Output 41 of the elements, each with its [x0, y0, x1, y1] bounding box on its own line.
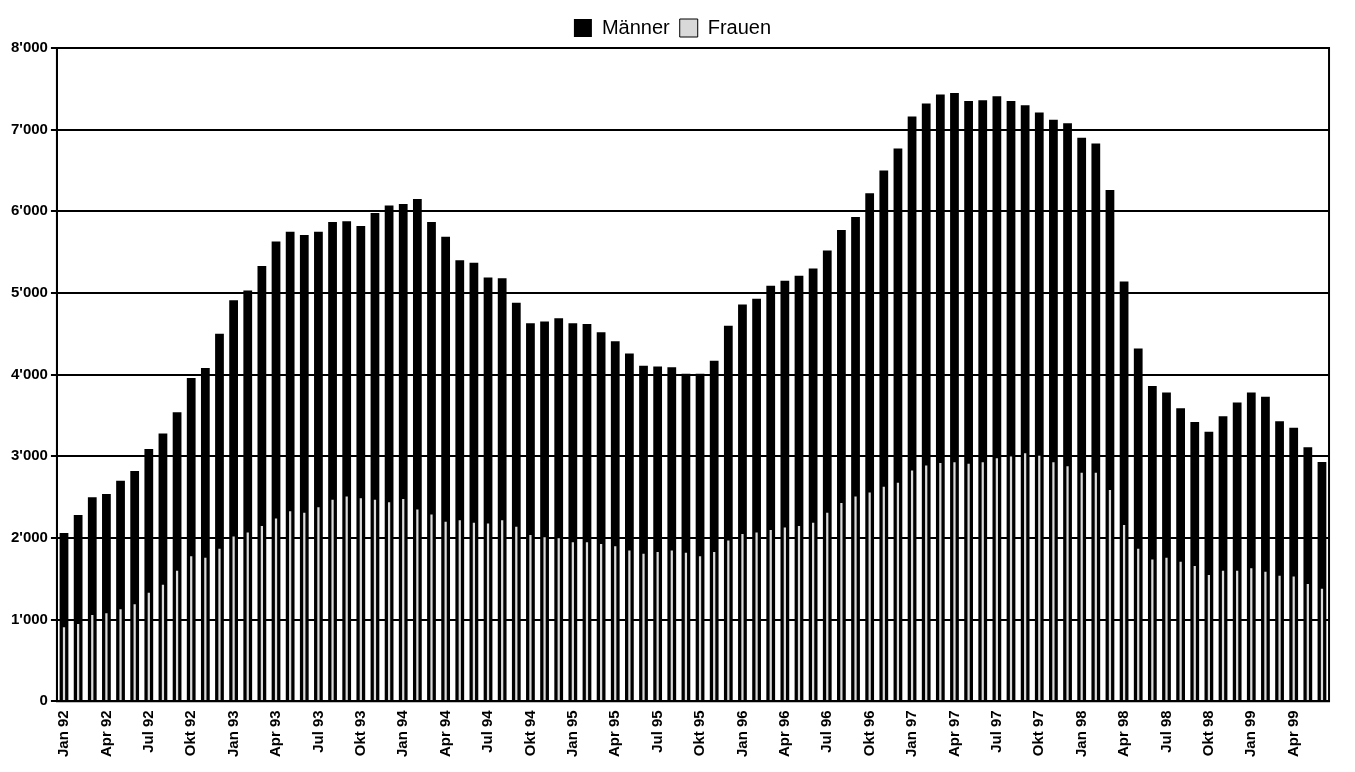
x-tick-label: Apr 94 [435, 709, 453, 757]
x-tick-label: Jan 96 [732, 710, 750, 757]
x-tick-label: Okt 95 [690, 710, 708, 757]
x-tick-label: Jul 92 [138, 710, 156, 753]
x-tick-label: Jul 96 [817, 710, 835, 753]
y-tick-label: 5'000 [11, 283, 48, 301]
x-tick-label: Apr 98 [1114, 710, 1132, 757]
x-tick-label: Apr 97 [944, 710, 962, 757]
x-tick-label: Okt 94 [520, 709, 538, 757]
x-tick-label: Okt 98 [1199, 710, 1217, 757]
x-tick-label: Jul 93 [308, 710, 326, 753]
x-tick-label: Jan 94 [393, 709, 411, 757]
x-tick-label: Jul 95 [647, 710, 665, 753]
x-tick-label: Okt 96 [859, 710, 877, 757]
x-tick-label: Jan 99 [1241, 710, 1259, 757]
x-tick-label: Jan 95 [562, 710, 580, 757]
y-tick-label: 0 [39, 691, 48, 709]
legend-label: Frauen [707, 15, 772, 38]
x-tick-label: Apr 92 [96, 710, 114, 757]
x-tick-label: Okt 92 [181, 710, 199, 757]
y-tick-label: 6'000 [11, 201, 48, 219]
x-tick-label: Jan 93 [223, 710, 241, 757]
x-tick-label: Jul 94 [478, 709, 496, 753]
x-tick-label: Apr 96 [775, 710, 792, 757]
x-tick-label: Okt 93 [350, 710, 368, 757]
x-tick-label: Okt 97 [1029, 710, 1047, 757]
x-tick-label: Apr 99 [1283, 710, 1301, 757]
x-tick-label: Jan 97 [902, 710, 920, 757]
y-tick-label: 7'000 [11, 119, 48, 137]
x-tick-label: Apr 93 [266, 710, 284, 757]
x-tick-label: Jul 97 [987, 710, 1005, 753]
y-tick-label: 2'000 [11, 528, 48, 546]
y-tick-label: 8'000 [11, 38, 48, 56]
y-tick-label: 3'000 [11, 446, 48, 464]
x-tick-label: Jul 98 [1156, 710, 1174, 753]
legend-label: Männer [601, 15, 671, 38]
x-tick-label: Jan 92 [54, 710, 72, 757]
x-tick-label: Jan 98 [1071, 710, 1089, 757]
x-tick-label: Apr 95 [605, 710, 623, 757]
y-tick-label: 1'000 [11, 609, 48, 627]
y-tick-label: 4'000 [11, 364, 48, 382]
